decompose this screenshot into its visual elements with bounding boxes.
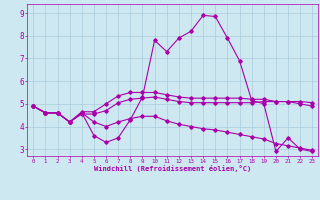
X-axis label: Windchill (Refroidissement éolien,°C): Windchill (Refroidissement éolien,°C) [94, 165, 252, 172]
